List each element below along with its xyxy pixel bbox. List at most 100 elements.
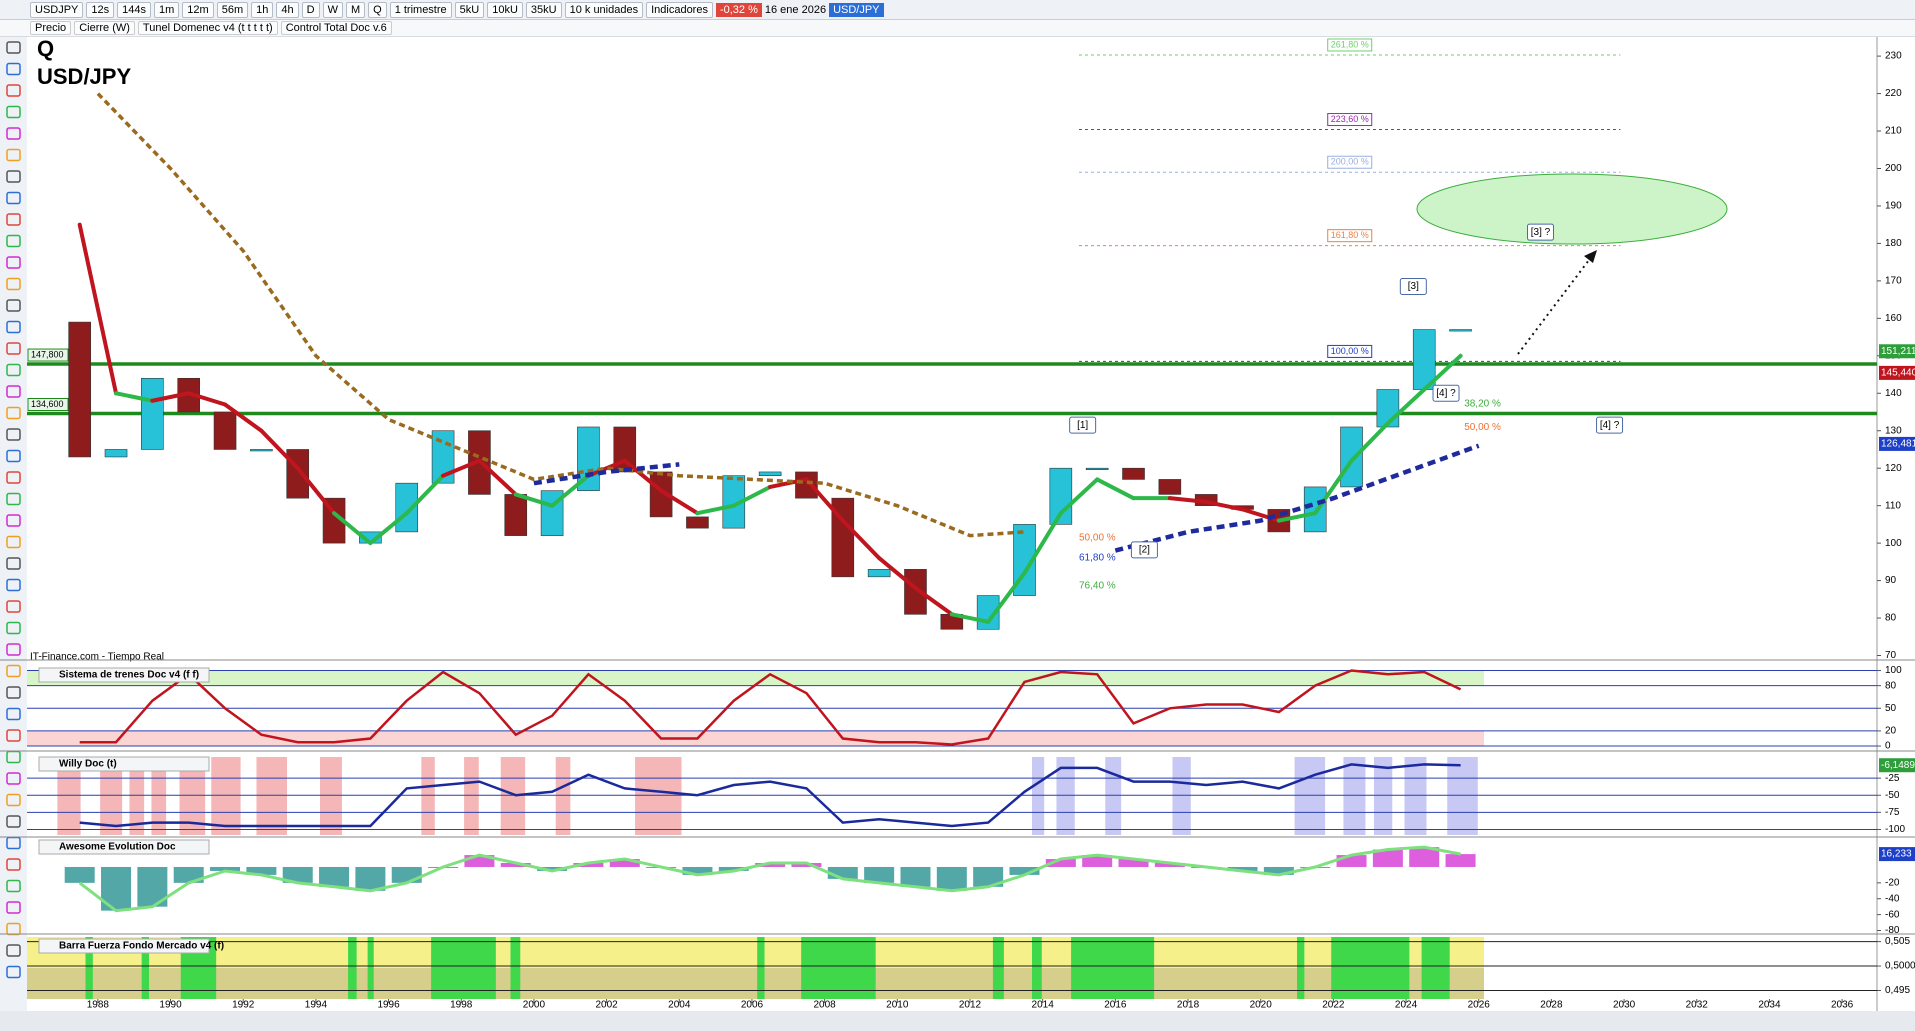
indicator-line	[79, 763, 1461, 828]
strength-block	[348, 937, 357, 999]
candle-body	[1449, 329, 1472, 332]
fast-line	[731, 484, 773, 508]
signal-band	[1105, 757, 1122, 835]
oversold-band	[27, 730, 1484, 747]
x-tick-label: 1990	[159, 1000, 182, 1011]
fast-line	[114, 391, 155, 403]
y-tick-label: -60	[1885, 909, 1900, 920]
toolbar-button[interactable]: 1 trimestre	[389, 1, 452, 18]
toolbar-button[interactable]: M	[345, 1, 366, 18]
wave-label: [2]	[1139, 545, 1150, 556]
tool-icon	[6, 492, 21, 506]
price-tag	[1879, 436, 1915, 451]
tool-icon	[6, 901, 21, 914]
toolbar-button[interactable]: Indicadores	[646, 1, 713, 18]
signal-band	[1404, 757, 1427, 835]
fast-line	[1422, 353, 1463, 392]
toolbar-button[interactable]: 144s	[117, 1, 152, 18]
fast-line	[295, 466, 337, 516]
retracement-label: 50,00 %	[1079, 533, 1116, 544]
histogram-bar	[1372, 849, 1403, 867]
fast-line	[550, 473, 591, 508]
fast-line	[695, 503, 736, 516]
histogram-bar	[355, 866, 386, 891]
toolbar: USDJPY 12s 144s 1m 12m 56m 1h 4h D W M Q 1 trimestre…	[0, 0, 1915, 20]
indicator-line	[79, 669, 1462, 746]
x-tick-label: 2000	[523, 1000, 546, 1011]
toolbar-button[interactable]: 56m	[216, 1, 249, 18]
toolbar-button[interactable]: 10 k unidades	[564, 1, 644, 18]
candle-body	[1340, 426, 1363, 488]
strength-block	[1031, 937, 1042, 999]
toolbar-button[interactable]: 5kU	[454, 1, 485, 18]
candle-body	[758, 471, 782, 476]
strength-block	[141, 937, 149, 999]
indicator-tab[interactable]: Tunel Domenec v4 (t t t t t)	[137, 21, 278, 35]
fast-line	[150, 391, 191, 403]
toolbar-button[interactable]: D	[301, 1, 320, 18]
candle-body	[504, 494, 528, 536]
fib-label-box	[1327, 113, 1373, 127]
histogram-bar	[391, 866, 422, 883]
wave-label: [3] ?	[1531, 227, 1551, 238]
date: 16 ene 2026	[764, 3, 827, 16]
toolbar-button[interactable]: 12s	[86, 1, 115, 18]
left-toolbar	[0, 37, 27, 1011]
toolbar-button[interactable]: 1m	[154, 1, 180, 18]
y-tick-label: 220	[1885, 88, 1902, 99]
y-tick-label: 130	[1885, 425, 1902, 436]
toolbar-button[interactable]: 12m	[182, 1, 214, 18]
tool-icon	[6, 385, 21, 398]
fast-line	[1276, 511, 1318, 523]
x-tick-label: 1988	[87, 1000, 110, 1011]
x-tick-label: 2008	[814, 1000, 837, 1011]
toolbar-button[interactable]: 4h	[276, 1, 299, 18]
toolbar-button[interactable]: 10kU	[487, 1, 523, 18]
x-tick-label: 1992	[232, 1000, 255, 1011]
indicator-tab[interactable]: Control Total Doc v.6	[280, 21, 392, 35]
y-tick-label: -40	[1885, 893, 1900, 904]
fast-line	[659, 488, 700, 516]
candle-body	[1122, 467, 1145, 480]
indicator-bar: Precio Cierre (W) Tunel Domenec v4 (t t t …	[0, 20, 1915, 37]
candle-body	[250, 449, 273, 452]
signal-band	[421, 757, 435, 835]
histogram-bar	[1263, 866, 1294, 875]
x-tick-label: 1998	[450, 1000, 473, 1011]
y-tick-label: 170	[1885, 276, 1902, 287]
x-tick-label: 2014	[1032, 1000, 1055, 1011]
x-tick-label: 2026	[1468, 1000, 1491, 1011]
y-tick-label: 50	[1885, 703, 1897, 714]
toolbar-button[interactable]: USDJPY	[30, 1, 84, 18]
candle-body	[904, 569, 927, 615]
fast-line	[223, 402, 264, 433]
toolbar-button[interactable]: 1h	[251, 1, 274, 18]
x-tick-label: 2018	[1177, 1000, 1200, 1011]
histogram-bar	[464, 855, 495, 867]
y-tick-label: -25	[1885, 773, 1900, 784]
x-tick-label: 1996	[377, 1000, 400, 1011]
wave-label: [3]	[1408, 281, 1419, 292]
indicator-tab[interactable]: Cierre (W)	[74, 21, 135, 35]
y-tick-label: 70	[1885, 650, 1897, 661]
histogram-bar	[609, 859, 640, 867]
fib-label: 223,60 %	[1331, 114, 1369, 124]
indicator-tab[interactable]: Precio	[30, 21, 72, 35]
y-tick-label: 80	[1885, 680, 1897, 691]
y-tick-label: 140	[1885, 388, 1902, 399]
toolbar-button[interactable]: W	[322, 1, 343, 18]
tool-icon	[6, 256, 21, 269]
strength-block	[1071, 937, 1155, 999]
tool-icon	[6, 793, 21, 807]
fast-line	[404, 473, 446, 516]
fast-line	[877, 556, 918, 591]
y-tick-label: 160	[1885, 313, 1902, 324]
fib-label: 100,00 %	[1331, 346, 1369, 356]
strength-bg	[27, 937, 1484, 968]
symbol[interactable]: USD/JPY	[829, 2, 884, 17]
toolbar-button[interactable]: 35kU	[525, 1, 562, 18]
fast-line	[77, 222, 119, 396]
fast-line	[622, 458, 664, 493]
tool-icon	[6, 686, 21, 699]
toolbar-button[interactable]: Q	[368, 1, 387, 18]
